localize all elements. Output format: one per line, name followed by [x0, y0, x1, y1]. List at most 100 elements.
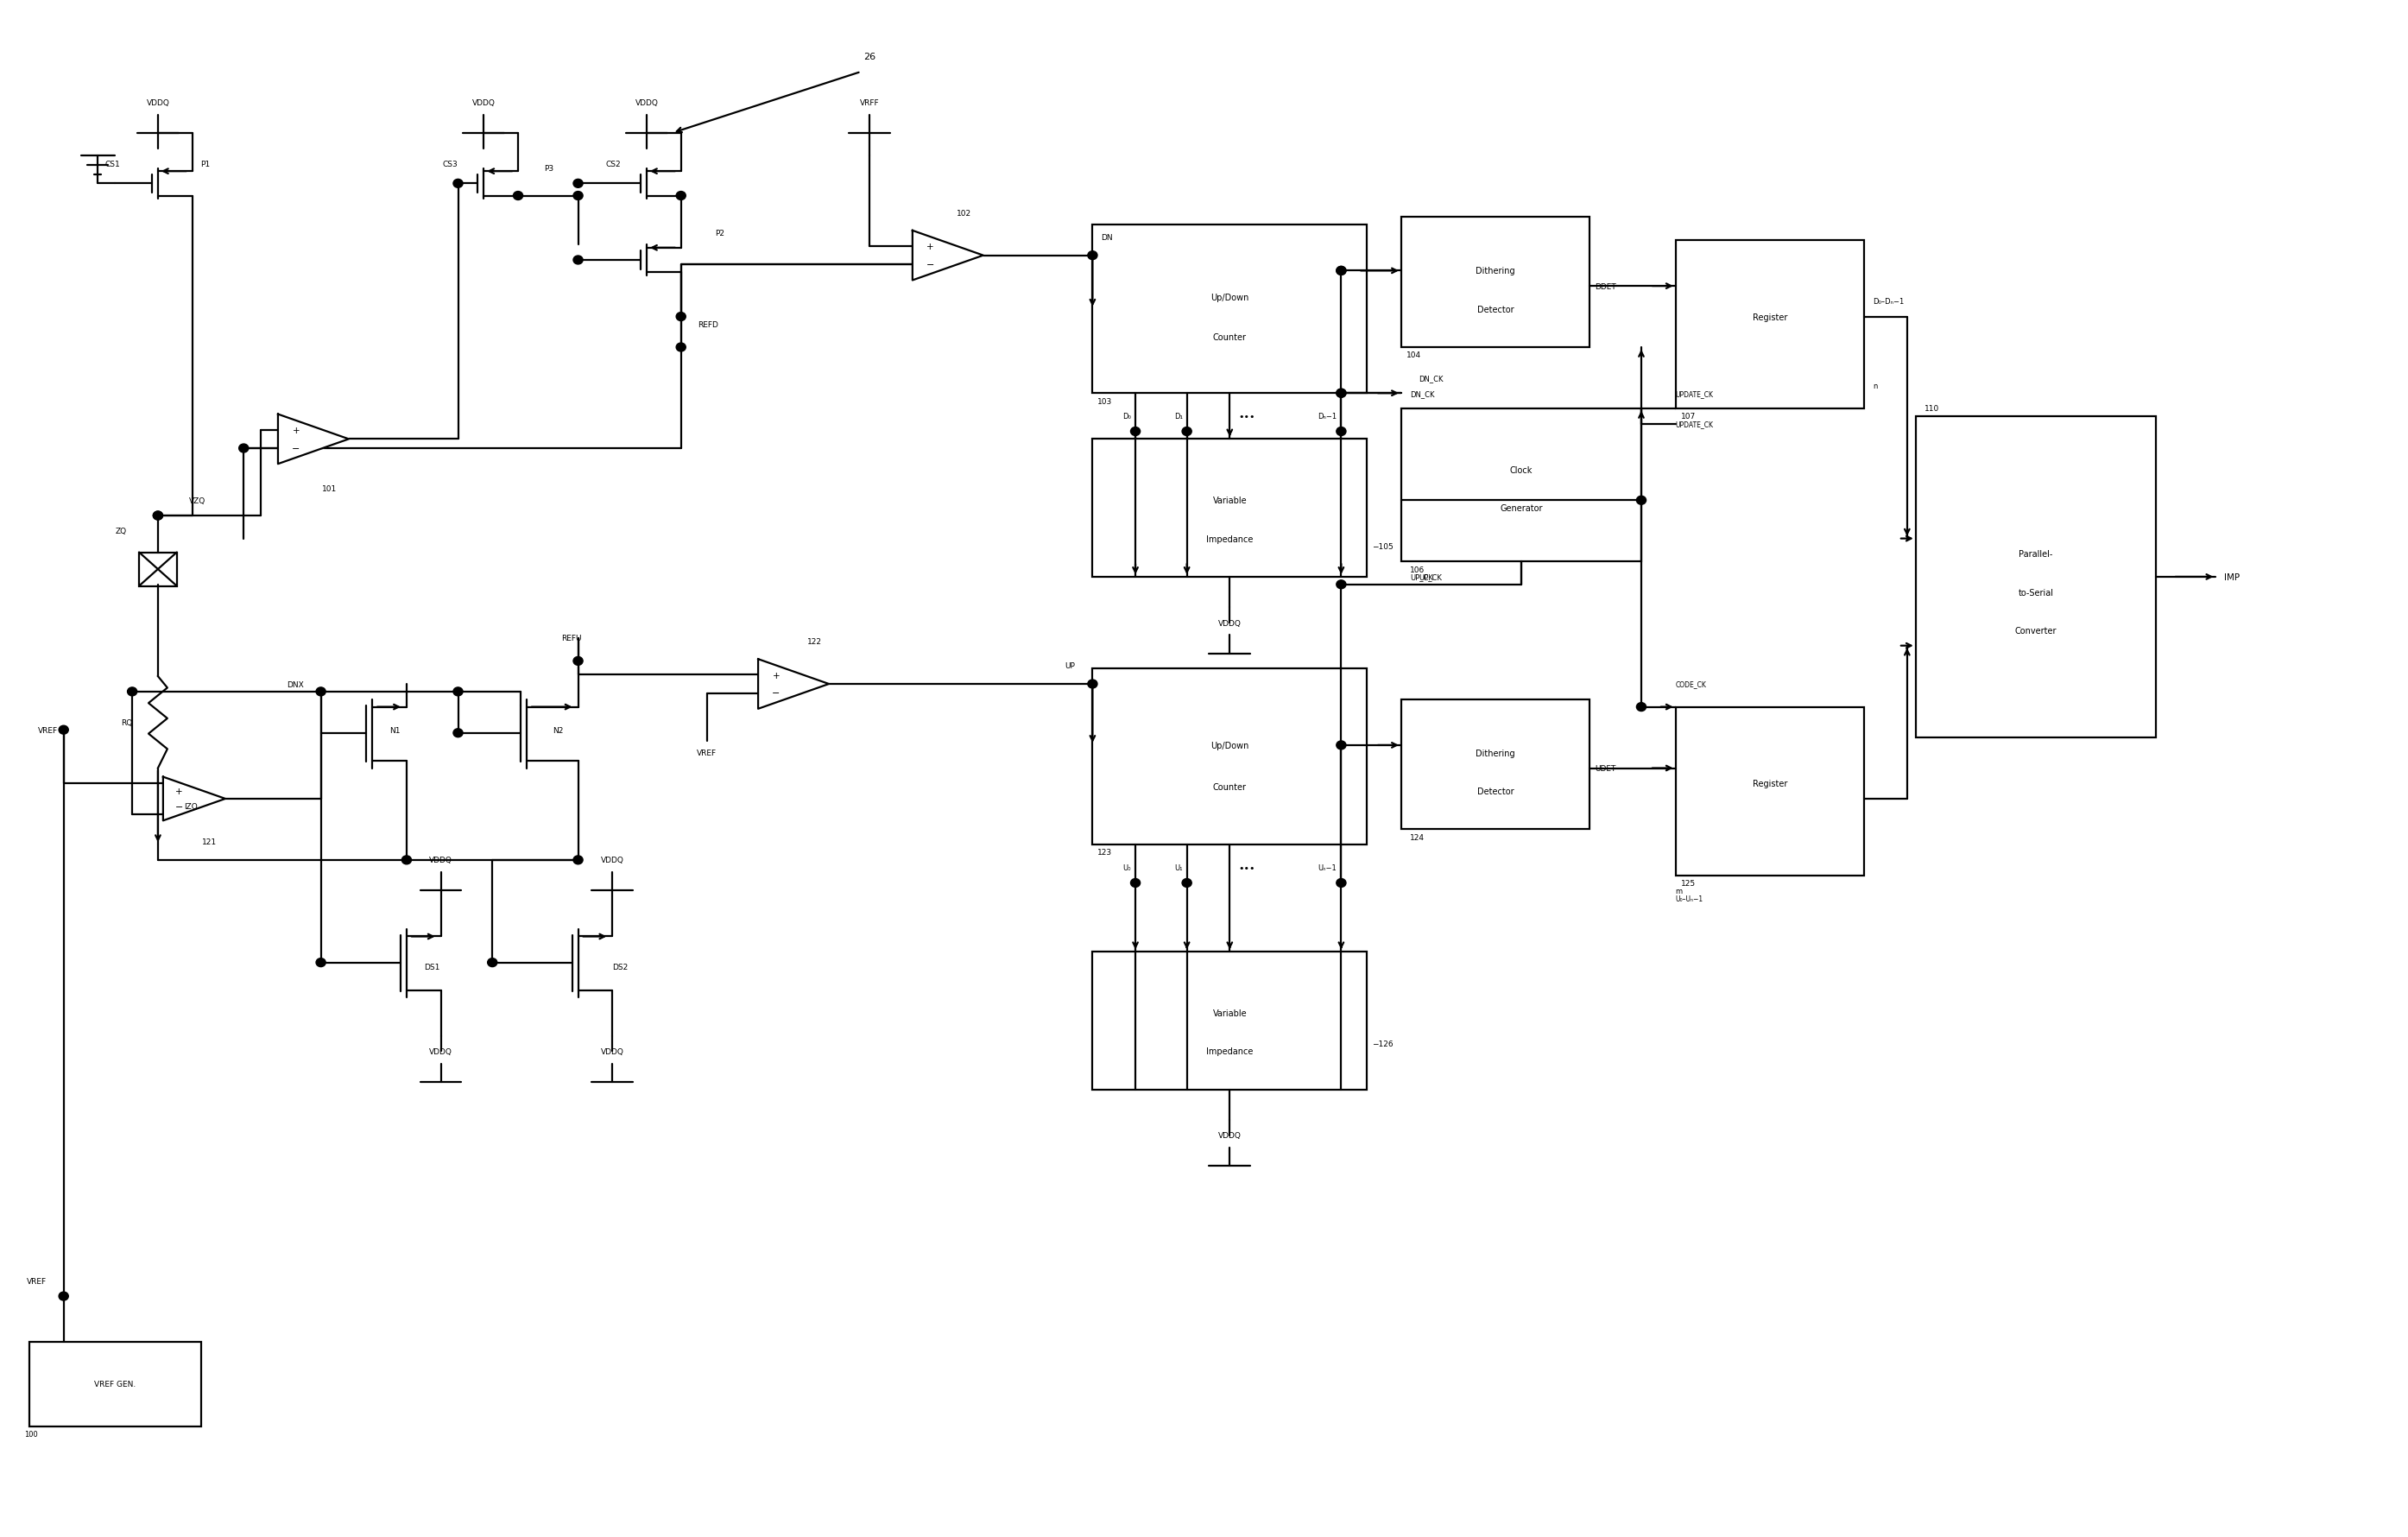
Text: n: n [1873, 383, 1878, 390]
Text: D₀: D₀ [1122, 413, 1132, 421]
Circle shape [573, 192, 583, 201]
Text: Detector: Detector [1476, 306, 1515, 314]
Text: P1: P1 [200, 160, 209, 168]
Circle shape [402, 856, 412, 865]
Text: DNX: DNX [287, 681, 303, 689]
Text: DS2: DS2 [612, 964, 628, 971]
Text: 26: 26 [864, 52, 877, 61]
Circle shape [453, 687, 462, 696]
Circle shape [573, 180, 583, 189]
Text: VDDQ: VDDQ [600, 1048, 624, 1056]
Text: −: − [291, 444, 301, 453]
Text: Up/Down: Up/Down [1211, 741, 1250, 750]
Text: Variable: Variable [1214, 1008, 1247, 1017]
Text: P3: P3 [544, 164, 554, 172]
Text: N1: N1 [390, 727, 400, 735]
Text: 102: 102 [956, 209, 970, 217]
Bar [140, 553, 176, 587]
Text: U₀: U₀ [1122, 864, 1132, 871]
Bar [1093, 226, 1368, 393]
Text: UP_CK: UP_CK [1418, 573, 1442, 581]
Circle shape [1088, 679, 1098, 689]
Circle shape [58, 1293, 67, 1300]
Circle shape [1182, 427, 1192, 437]
Text: 110: 110 [1924, 406, 1938, 413]
Text: U₁: U₁ [1175, 864, 1182, 871]
Text: Generator: Generator [1500, 504, 1544, 513]
Text: +: + [773, 672, 780, 679]
Text: Impedance: Impedance [1206, 535, 1252, 544]
Text: −126: −126 [1373, 1041, 1394, 1048]
Text: −: − [927, 260, 934, 269]
Circle shape [677, 343, 686, 352]
Text: VDDQ: VDDQ [429, 1048, 453, 1056]
Circle shape [1637, 496, 1647, 506]
Text: Counter: Counter [1214, 782, 1247, 792]
Text: DS1: DS1 [424, 964, 441, 971]
Text: IMP: IMP [2225, 573, 2239, 581]
Circle shape [1336, 581, 1346, 589]
Text: Register: Register [1753, 779, 1787, 788]
Text: ZQ: ZQ [116, 527, 128, 535]
Text: Impedance: Impedance [1206, 1047, 1252, 1056]
Circle shape [677, 192, 686, 201]
Circle shape [573, 658, 583, 666]
Text: N2: N2 [551, 727, 563, 735]
Bar [1093, 440, 1368, 578]
Text: REFU: REFU [561, 635, 580, 642]
Text: VZQ: VZQ [188, 496, 205, 504]
Circle shape [315, 959, 325, 967]
Circle shape [154, 512, 164, 521]
Text: 101: 101 [323, 484, 337, 492]
Text: 104: 104 [1406, 352, 1421, 360]
Circle shape [1336, 267, 1346, 275]
Text: Converter: Converter [2015, 627, 2056, 635]
Polygon shape [913, 231, 982, 281]
Text: CS2: CS2 [607, 160, 621, 168]
Text: VDDQ: VDDQ [636, 100, 657, 108]
Circle shape [1336, 267, 1346, 275]
Text: DN_CK: DN_CK [1409, 390, 1435, 398]
Text: VREF: VREF [39, 727, 58, 735]
Circle shape [128, 687, 137, 696]
Circle shape [1336, 389, 1346, 398]
Circle shape [1336, 427, 1346, 437]
Bar [1676, 241, 1864, 409]
Text: +: + [927, 243, 934, 252]
Circle shape [1336, 879, 1346, 887]
Text: VREF: VREF [26, 1277, 46, 1285]
Text: 106: 106 [1409, 566, 1426, 573]
Text: 107: 107 [1681, 413, 1695, 421]
Text: −: − [176, 802, 183, 812]
Text: VREF GEN.: VREF GEN. [94, 1380, 135, 1388]
Text: 124: 124 [1409, 833, 1426, 841]
Text: RQ: RQ [120, 719, 132, 727]
Text: D₀–Dₙ−1: D₀–Dₙ−1 [1873, 298, 1905, 306]
Text: m: m [1676, 887, 1683, 895]
Text: Dₙ−1: Dₙ−1 [1317, 413, 1336, 421]
Bar [1401, 218, 1589, 347]
Text: P2: P2 [715, 229, 725, 237]
Text: •••: ••• [1238, 864, 1255, 873]
Text: DN_CK: DN_CK [1418, 375, 1442, 383]
Bar [1676, 707, 1864, 876]
Bar [1093, 669, 1368, 845]
Circle shape [154, 512, 164, 521]
Text: VDDQ: VDDQ [472, 100, 496, 108]
Circle shape [1336, 389, 1346, 398]
Text: DDET: DDET [1594, 283, 1616, 290]
Text: UP_CK: UP_CK [1409, 573, 1433, 581]
Text: CS1: CS1 [106, 160, 120, 168]
Text: −105: −105 [1373, 543, 1394, 550]
Bar [1401, 699, 1589, 830]
Text: Dithering: Dithering [1476, 267, 1515, 275]
Text: VDDQ: VDDQ [600, 856, 624, 864]
Text: VDDQ: VDDQ [1218, 619, 1243, 627]
Text: +: + [176, 787, 183, 796]
Bar [1093, 951, 1368, 1090]
Bar [1401, 409, 1642, 563]
Text: Parallel-: Parallel- [2018, 550, 2052, 558]
Text: Dithering: Dithering [1476, 749, 1515, 758]
Circle shape [453, 180, 462, 189]
Text: Counter: Counter [1214, 334, 1247, 341]
